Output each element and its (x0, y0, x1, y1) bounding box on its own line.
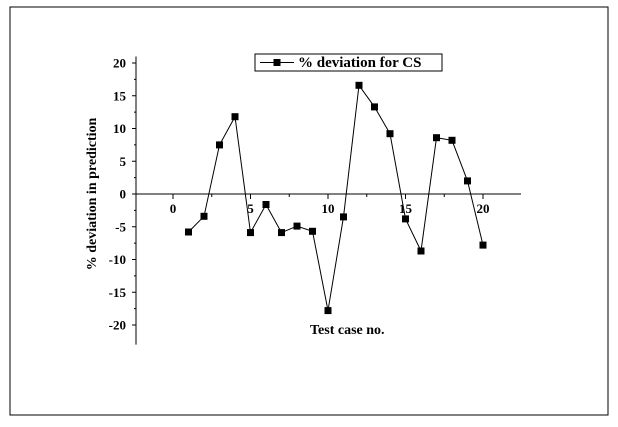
x-tick-label: 15 (399, 201, 413, 216)
x-tick-labels: 0 5 10 15 20 (170, 201, 490, 216)
tick-marks (132, 62, 484, 326)
series-line (188, 83, 484, 311)
data-point (231, 113, 239, 121)
data-point (355, 81, 363, 89)
data-point (464, 177, 471, 185)
y-tick-label: 0 (120, 187, 127, 202)
data-point (402, 215, 409, 223)
data-point (448, 136, 456, 144)
y-tick-label: -5 (115, 219, 126, 234)
y-axis-title: % deviation in prediction (85, 117, 100, 270)
data-point (371, 103, 378, 111)
y-tick-labels: 20 15 10 5 0 -5 -10 -15 -20 (109, 56, 127, 333)
legend-marker (273, 59, 281, 66)
data-point (324, 307, 332, 315)
data-point (479, 241, 487, 249)
data-point (386, 130, 394, 138)
data-point (247, 229, 254, 237)
x-tick-label: 0 (170, 201, 177, 216)
y-tick-label: 10 (113, 121, 126, 136)
x-tick-label: 5 (247, 201, 254, 216)
data-point (417, 247, 425, 255)
data-point (185, 228, 192, 236)
y-tick-label: -15 (109, 285, 127, 300)
y-tick-label: 15 (113, 88, 127, 103)
legend-box (254, 53, 443, 72)
legend: % deviation for CS (254, 53, 443, 72)
y-tick-label: 20 (113, 56, 126, 71)
data-point (216, 141, 223, 149)
data-point (309, 227, 316, 235)
data-point (200, 212, 208, 220)
x-tick-label: 20 (477, 201, 490, 216)
data-points (185, 81, 487, 315)
y-tick-label: -20 (109, 318, 126, 333)
data-point (262, 201, 270, 208)
data-point (278, 229, 285, 237)
series-lines (188, 83, 484, 311)
data-point (293, 222, 301, 230)
x-axis-title: Test case no. (310, 323, 385, 338)
outer-frame (9, 6, 609, 416)
y-tick-label: 5 (120, 154, 127, 169)
data-point (433, 134, 440, 142)
legend-label: % deviation for CS (298, 55, 421, 71)
data-point (340, 213, 347, 221)
y-tick-label: -10 (109, 252, 126, 267)
x-tick-label: 10 (322, 201, 335, 216)
